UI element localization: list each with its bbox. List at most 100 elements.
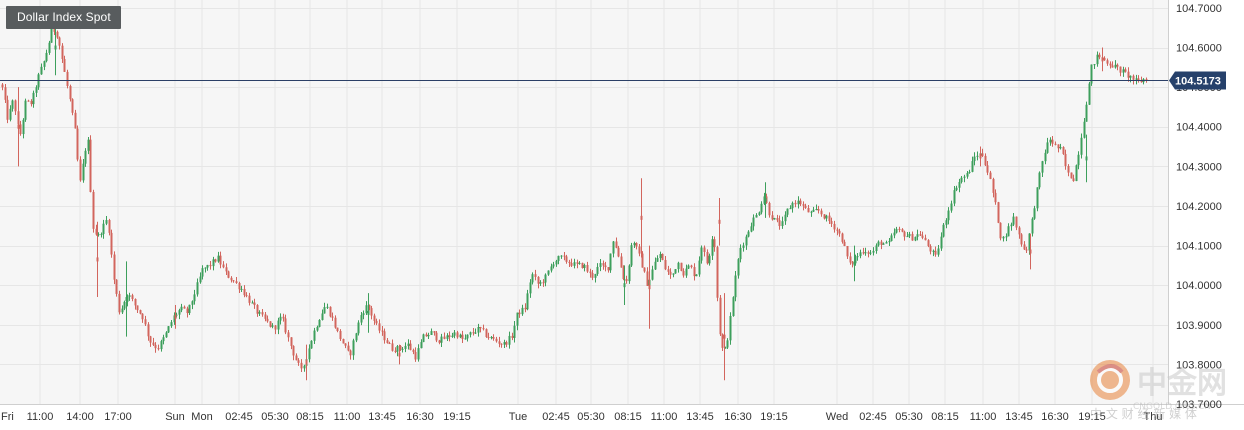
candle-body [1044, 152, 1047, 162]
y-tick-label: 104.7000 [1176, 3, 1222, 15]
x-tick-label: 13:45 [686, 411, 714, 423]
candle-body [414, 351, 417, 360]
candle-body [409, 343, 412, 350]
candle-body [412, 349, 415, 352]
candle-body [71, 99, 74, 113]
candle-body [193, 294, 196, 302]
candle-body [147, 324, 150, 337]
y-tick-label: 104.1000 [1176, 241, 1222, 253]
candle-body [830, 221, 833, 224]
candle-body [633, 243, 636, 246]
candle-body [851, 262, 854, 264]
candle-body [102, 223, 105, 235]
candle-body [719, 297, 722, 335]
candle-body [24, 100, 27, 120]
candle-body [279, 316, 282, 321]
candle-body [921, 235, 924, 238]
candle-body [331, 316, 334, 318]
candle-body [843, 241, 846, 246]
watermark-tagline: 中 文 财 经 新 媒 体 [1090, 406, 1197, 421]
candle-body [724, 347, 727, 349]
candle-body [58, 37, 61, 46]
candle-body [853, 261, 856, 266]
x-tick-label: 05:30 [261, 411, 289, 423]
candle-body [503, 342, 506, 345]
candle-body [849, 256, 852, 263]
candle-body [487, 336, 490, 339]
candle-body [357, 322, 360, 334]
candle-body [542, 282, 545, 284]
candle-body [888, 240, 891, 243]
candle-body [820, 210, 823, 215]
candle-body [352, 340, 355, 356]
candle-body [123, 301, 126, 309]
candle-body [984, 155, 987, 166]
candle-body [183, 306, 186, 309]
candle-body [903, 231, 906, 237]
candle-body [453, 332, 456, 336]
candle-body [1067, 166, 1070, 173]
candle-body [641, 253, 644, 268]
candle-body [1020, 234, 1023, 245]
candle-body [87, 139, 90, 151]
candle-body [472, 332, 475, 334]
candle-body [266, 318, 269, 322]
candle-body [45, 52, 48, 62]
candle-body [97, 234, 100, 236]
candle-body [752, 217, 755, 227]
candle-body [693, 267, 696, 277]
candle-body [105, 220, 108, 224]
candle-body [131, 295, 134, 300]
candle-body [602, 263, 605, 266]
candle-body [869, 252, 872, 254]
candle-body [1025, 249, 1028, 251]
candle-body [440, 336, 443, 343]
candle-body [474, 332, 477, 334]
candle-body [786, 208, 789, 215]
candle-body [108, 220, 111, 233]
candle-body [206, 264, 209, 268]
candle-body [963, 176, 966, 178]
candle-body [1119, 66, 1122, 73]
candle-body [336, 327, 339, 331]
candle-body [1075, 165, 1078, 182]
candle-body [1103, 57, 1106, 61]
candle-body [810, 211, 813, 213]
candle-body [1005, 236, 1008, 238]
candle-body [508, 335, 511, 345]
candle-body [230, 277, 233, 281]
candle-body [791, 202, 794, 209]
candle-body [713, 239, 716, 248]
candle-body [269, 321, 272, 327]
candle-body [643, 267, 646, 272]
candle-body [674, 269, 677, 274]
candle-body [550, 266, 553, 271]
candle-body [1129, 75, 1132, 78]
y-tick-label: 103.8000 [1176, 359, 1222, 371]
candle-body [1093, 64, 1096, 66]
candle-body [646, 271, 649, 286]
candle-body [1088, 83, 1091, 105]
candle-body [162, 337, 165, 342]
candle-body [760, 203, 763, 213]
candle-body [1122, 69, 1125, 73]
candle-body [908, 233, 911, 237]
candle-body [1116, 64, 1119, 67]
candle-body [76, 128, 79, 160]
candle-body [469, 332, 472, 335]
candle-body [61, 45, 64, 60]
candle-body [654, 261, 657, 270]
candle-body [901, 229, 904, 232]
candle-body [342, 339, 345, 344]
x-tick-label: 17:00 [104, 411, 132, 423]
x-tick-label: 16:30 [1041, 411, 1069, 423]
candle-body [1070, 172, 1073, 179]
candle-body [191, 301, 194, 305]
candle-body [516, 312, 519, 326]
candle-body [464, 338, 467, 340]
candle-body [971, 161, 974, 172]
candle-body [742, 245, 745, 248]
candle-body [1098, 54, 1101, 58]
candle-body [583, 265, 586, 269]
